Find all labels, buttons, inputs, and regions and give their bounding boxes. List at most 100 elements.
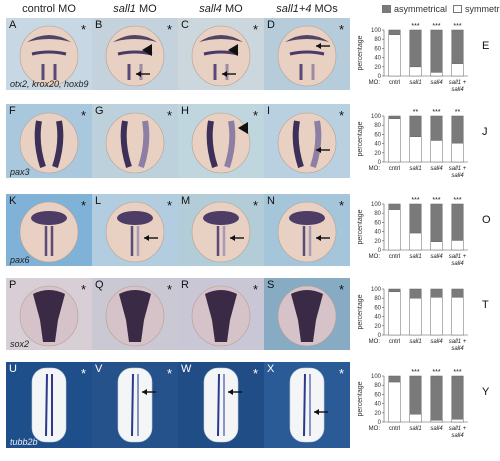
significance-label: *** — [432, 109, 440, 116]
embryo-photo — [92, 362, 178, 448]
y-tick-label: 80 — [374, 37, 381, 43]
bar-symmetrical — [409, 232, 422, 251]
y-axis-label: percentage — [357, 209, 364, 244]
chart-container: percentage 0 20 40 60 80 100 cntrl ** sall1 *** sal… — [356, 102, 474, 188]
significance-label: *** — [411, 369, 419, 376]
bar-asymmetrical — [451, 29, 464, 64]
asterisk-marker: * — [80, 198, 86, 213]
chart-container: percentage 0 20 40 60 80 100 cntrl *** sall1 *** sa… — [356, 190, 474, 276]
column-header-control: control MO — [6, 3, 92, 15]
x-axis-prefix: MO: — [369, 254, 381, 260]
bar-symmetrical — [409, 136, 422, 163]
embryo — [191, 285, 251, 347]
bar-symmetrical — [388, 34, 401, 77]
sox2-stain — [291, 290, 323, 342]
image-panel-m: M * — [178, 194, 264, 266]
bar-asymmetrical — [451, 203, 464, 241]
y-axis-label: percentage — [357, 35, 364, 70]
sox2-stain — [33, 290, 65, 342]
y-tick-label: 60 — [374, 392, 381, 398]
panel-letter: A — [9, 19, 17, 31]
asterisk-marker: * — [80, 366, 86, 381]
asterisk-marker: * — [338, 22, 344, 37]
panel-letter: V — [95, 363, 103, 375]
asterisk-marker: * — [338, 282, 344, 297]
embryo — [19, 25, 79, 87]
embryo-photo — [178, 278, 264, 350]
y-tick-label: 20 — [374, 239, 381, 245]
krox20-stain — [31, 50, 67, 56]
pax3-stain-left — [34, 120, 46, 168]
bar-asymmetrical — [388, 203, 401, 210]
y-tick-label: 0 — [378, 420, 382, 426]
asterisk-marker: * — [166, 282, 172, 297]
category-label: sall1 — [409, 339, 421, 345]
bar-symmetrical — [388, 291, 401, 336]
panel-letter: W — [181, 363, 192, 375]
significance-label: *** — [411, 197, 419, 204]
arrow-icon — [136, 71, 150, 77]
embryo-photo — [92, 194, 178, 266]
bar-asymmetrical — [409, 375, 422, 415]
bar-asymmetrical — [451, 375, 464, 420]
panel-letter: P — [9, 279, 17, 291]
pax6-eye-field — [31, 211, 67, 225]
bar-asymmetrical — [409, 288, 422, 299]
bar-symmetrical — [451, 63, 464, 77]
krox20-stain — [289, 50, 325, 56]
marker-gene-label: otx2, krox20, hoxb9 — [10, 79, 89, 89]
arrow-icon — [144, 235, 158, 241]
panel-letter: M — [181, 195, 191, 207]
stacked-bar-chart-o: percentage 0 20 40 60 80 100 cntrl *** sall1 *** sa… — [357, 197, 468, 267]
panel-letter: I — [267, 105, 271, 117]
significance-label: *** — [411, 23, 419, 30]
bar-asymmetrical — [451, 288, 464, 298]
significance-label: *** — [432, 369, 440, 376]
image-panel-x: X * — [264, 362, 350, 448]
panel-letter: G — [95, 105, 104, 117]
bar-symmetrical — [430, 419, 443, 423]
bar-symmetrical — [430, 241, 443, 251]
image-panel-d: D * — [264, 18, 350, 90]
asterisk-marker: * — [80, 282, 86, 297]
bar-symmetrical — [409, 413, 422, 423]
y-tick-label: 0 — [378, 248, 382, 254]
embryo-photo — [92, 104, 178, 178]
image-panel-g: G * — [92, 104, 178, 178]
asterisk-marker: * — [252, 198, 258, 213]
category-label: cntrl — [389, 426, 400, 432]
category-label: sall1 + — [449, 166, 467, 172]
y-tick-label: 80 — [374, 383, 381, 389]
bar-asymmetrical — [388, 29, 401, 35]
marker-gene-label: pax3 — [10, 167, 30, 177]
asterisk-marker: * — [80, 22, 86, 37]
arrow-icon — [222, 71, 236, 77]
y-tick-label: 60 — [374, 132, 381, 138]
embryo-photo — [264, 104, 350, 178]
chart-panel-letter: Y — [482, 386, 490, 398]
embryo — [277, 25, 337, 87]
panel-letter: N — [267, 195, 275, 207]
y-tick-label: 20 — [374, 411, 381, 417]
y-tick-label: 20 — [374, 151, 381, 157]
embryo-body — [277, 112, 337, 174]
chart-container: percentage 0 20 40 60 80 100 cntrl sall1 sall4 sal… — [356, 275, 474, 361]
chart-panel-letter: J — [482, 126, 488, 138]
embryo — [277, 112, 337, 174]
pax3-stain-right — [138, 120, 150, 168]
image-panel-c: C * — [178, 18, 264, 90]
tubb2b-stain-left — [217, 373, 220, 437]
panel-letter: R — [181, 279, 189, 291]
bar-asymmetrical — [451, 115, 464, 144]
pax6-eye-field — [203, 211, 239, 225]
category-label: sall1 — [409, 254, 421, 260]
asterisk-marker: * — [166, 22, 172, 37]
image-panel-r: R * — [178, 278, 264, 350]
bar-symmetrical — [388, 381, 401, 423]
otx2-stain — [113, 35, 157, 42]
category-label: cntrl — [389, 339, 400, 345]
category-label: cntrl — [389, 166, 400, 172]
embryo — [19, 285, 79, 347]
image-panel-i: I * — [264, 104, 350, 178]
embryo-photo — [264, 18, 350, 90]
